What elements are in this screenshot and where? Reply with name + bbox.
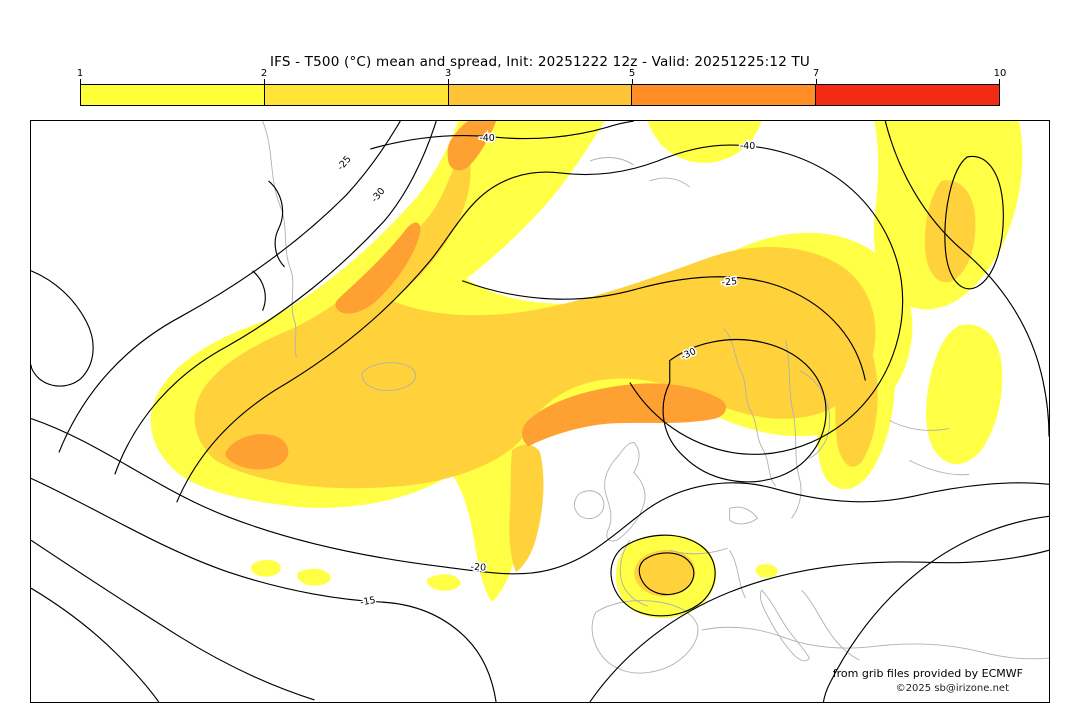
- iceland-coast: [361, 362, 416, 391]
- colorbar-tick: [816, 79, 817, 84]
- spread-region: [924, 180, 976, 283]
- colorbar: 1 2 3 5 7 10: [77, 68, 1006, 106]
- france-coast: [619, 539, 648, 607]
- weather-map-svg: -25 -40 -40 -25 -30 -20 -15 -30: [31, 121, 1049, 702]
- colorbar-bar: [80, 84, 1000, 106]
- contour-line: [268, 180, 285, 268]
- contour-line: [114, 121, 437, 475]
- colorbar-tick: [999, 79, 1001, 84]
- sweden-coast: [785, 340, 802, 519]
- europe-border: [729, 549, 746, 599]
- spread-region: [755, 564, 778, 578]
- balkans-coast: [801, 589, 860, 661]
- contour-line: [638, 552, 695, 596]
- italy-coast: [759, 589, 811, 662]
- contour-lines: [31, 121, 1049, 702]
- contour-line: [31, 270, 94, 387]
- north-africa-coast: [701, 626, 1049, 660]
- spread-region: [225, 434, 289, 470]
- contour-line: [176, 144, 904, 503]
- colorbar-tick: [264, 79, 265, 84]
- map-panel: -25 -40 -40 -25 -30 -20 -15 -30 from gri…: [30, 120, 1050, 703]
- norway-coast: [723, 328, 776, 487]
- credit-source: from grib files provided by ECMWF: [832, 667, 1023, 680]
- contour-line: [884, 121, 1049, 437]
- contour-line: [370, 121, 634, 150]
- contour-line: [31, 417, 1049, 575]
- spread-region: [647, 121, 762, 163]
- credit-copyright: ©2025 sb@irizone.net: [895, 683, 1009, 694]
- baltic-coast: [799, 370, 831, 459]
- colorbar-tick-label: 7: [812, 68, 820, 79]
- contour-line: [662, 338, 827, 483]
- colorbar-tick: [80, 79, 81, 84]
- coastlines: [262, 121, 1049, 674]
- colorbar-tick-label: 1: [76, 68, 84, 79]
- contour-label: -40: [740, 141, 755, 152]
- colorbar-tick-label: 10: [993, 68, 1007, 79]
- spread-fill-level3: [225, 121, 727, 470]
- page-title: IFS - T500 (°C) mean and spread, Init: 2…: [269, 54, 811, 70]
- spread-region: [509, 444, 544, 573]
- spread-region: [426, 574, 461, 591]
- contour-line: [31, 539, 315, 701]
- europe-border: [669, 547, 728, 555]
- spread-region: [634, 549, 696, 597]
- colorbar-segment: [816, 85, 999, 105]
- spread-region: [926, 324, 1003, 465]
- contour-label: -25: [721, 276, 738, 289]
- colorbar-segment: [632, 85, 817, 105]
- contour-line: [610, 534, 716, 617]
- colorbar-tick-label: 5: [628, 68, 636, 79]
- colorbar-tick-label: 3: [444, 68, 452, 79]
- contour-label: -30: [369, 186, 387, 205]
- spread-region: [194, 139, 876, 489]
- colorbar-segment: [264, 85, 449, 105]
- spread-region: [335, 222, 421, 314]
- europe-border: [909, 460, 970, 476]
- contour-label: -40: [479, 133, 494, 144]
- colorbar-tick: [448, 79, 449, 84]
- credits: from grib files provided by ECMWF ©2025 …: [833, 667, 1023, 694]
- contour-label: -25: [335, 154, 353, 173]
- contour-line: [822, 515, 1049, 702]
- colorbar-tick: [632, 79, 633, 84]
- arctic-island-coast: [649, 177, 690, 188]
- ireland-coast: [573, 490, 605, 520]
- contour-line: [252, 270, 266, 311]
- contour-line: [461, 276, 866, 381]
- contour-line: [58, 121, 401, 453]
- iberia-coast: [591, 600, 699, 674]
- contour-label: -20: [470, 562, 486, 574]
- contour-label: -15: [359, 595, 376, 609]
- colorbar-tick-label: 2: [260, 68, 268, 79]
- spread-region: [835, 320, 878, 467]
- greenland-coast: [262, 121, 297, 357]
- contour-line: [31, 477, 497, 702]
- contour-line: [31, 587, 160, 702]
- colorbar-segment: [448, 85, 633, 105]
- spread-region: [447, 121, 497, 171]
- contour-line: [944, 155, 1004, 290]
- contour-line: [589, 549, 1049, 702]
- arctic-island-coast: [589, 157, 635, 166]
- spread-region: [522, 383, 727, 447]
- britain-coast: [604, 441, 646, 542]
- colorbar-segment: [81, 85, 265, 105]
- europe-border: [889, 420, 950, 431]
- spread-fill-level2: [194, 139, 976, 597]
- spread-region: [250, 559, 281, 577]
- spread-region: [297, 568, 331, 586]
- denmark-coast: [729, 506, 759, 525]
